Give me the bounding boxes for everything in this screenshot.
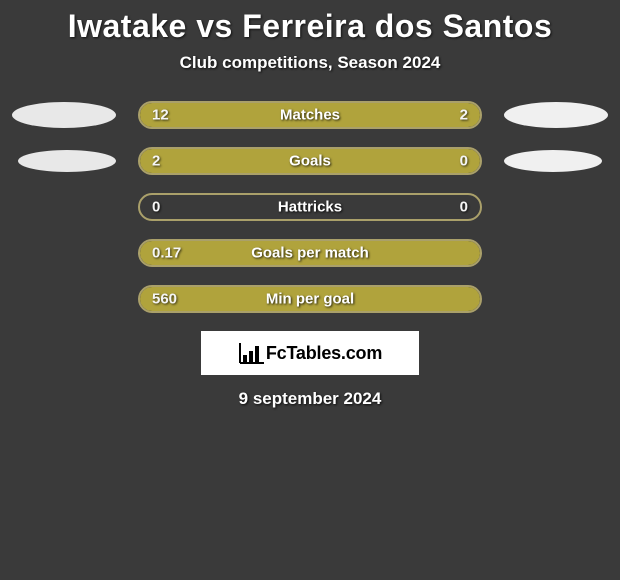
stat-value-left: 12 <box>152 107 169 124</box>
stat-bar: 2 0 Goals <box>138 147 482 175</box>
bar-left-fill <box>140 103 405 127</box>
page-title: Iwatake vs Ferreira dos Santos <box>0 8 620 45</box>
stat-bar: 560 Min per goal <box>138 285 482 313</box>
stat-bar: 12 2 Matches <box>138 101 482 129</box>
stat-value-left: 2 <box>152 153 160 170</box>
stat-label: Goals <box>289 153 331 170</box>
stat-bar: 0 0 Hattricks <box>138 193 482 221</box>
team-right-badge <box>504 150 602 172</box>
stat-bar: 0.17 Goals per match <box>138 239 482 267</box>
bar-chart-icon <box>238 341 266 365</box>
bar-left-fill <box>140 149 412 173</box>
stat-row: 560 Min per goal <box>0 285 620 313</box>
stat-value-right: 0 <box>460 153 468 170</box>
stat-label: Goals per match <box>251 245 369 262</box>
logo-text: FcTables.com <box>266 343 382 364</box>
stat-row: 2 0 Goals <box>0 147 620 175</box>
stat-row: 0 0 Hattricks <box>0 193 620 221</box>
team-right-badge <box>504 102 608 128</box>
stat-value-left: 0 <box>152 199 160 216</box>
date-label: 9 september 2024 <box>0 389 620 409</box>
stat-label: Hattricks <box>278 199 342 216</box>
stat-label: Matches <box>280 107 340 124</box>
stat-value-left: 0.17 <box>152 245 181 262</box>
bar-right-fill <box>405 103 480 127</box>
comparison-infographic: Iwatake vs Ferreira dos Santos Club comp… <box>0 0 620 409</box>
subtitle: Club competitions, Season 2024 <box>0 53 620 73</box>
team-left-badge <box>12 102 116 128</box>
stat-value-left: 560 <box>152 291 177 308</box>
team-left-badge <box>18 150 116 172</box>
stat-rows: 12 2 Matches 2 0 Goals 0 0 Hattricks 0.17 Goals pe… <box>0 101 620 313</box>
bar-right-fill <box>412 149 480 173</box>
stat-value-right: 0 <box>460 199 468 216</box>
stat-row: 0.17 Goals per match <box>0 239 620 267</box>
logo-box: FcTables.com <box>201 331 419 375</box>
stat-label: Min per goal <box>266 291 354 308</box>
stat-row: 12 2 Matches <box>0 101 620 129</box>
stat-value-right: 2 <box>460 107 468 124</box>
